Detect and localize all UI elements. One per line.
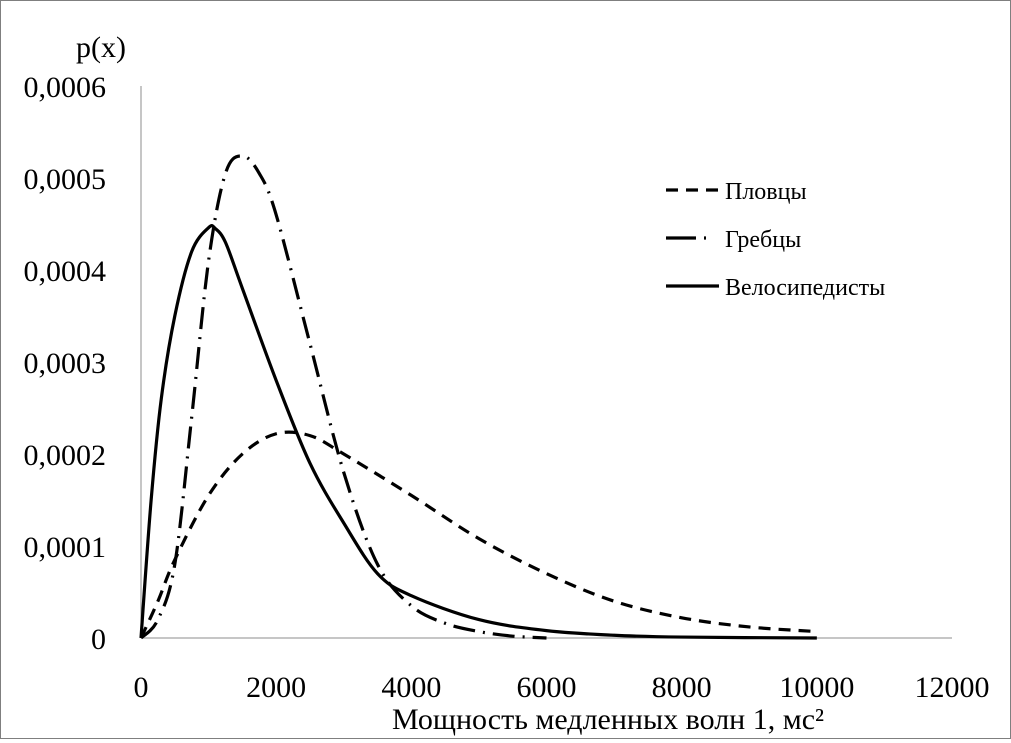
y-tick-label: 0,0005 [24,163,107,196]
y-tick-label: 0,0002 [24,439,107,472]
x-tick-label: 4000 [381,671,441,704]
x-tick-labels: 0 2000 4000 6000 8000 10000 12000 [134,671,990,704]
y-tick-label: 0 [91,623,106,656]
x-tick-label: 2000 [246,671,306,704]
x-tick-label: 0 [134,671,149,704]
y-tick-label: 0,0003 [24,347,107,380]
x-tick-label: 12000 [915,671,990,704]
series-solid-line [139,224,817,640]
legend: Пловцы Гребцы Велосипедисты [666,179,885,301]
x-tick-label: 10000 [779,671,854,704]
legend-label: Велосипедисты [725,275,885,301]
x-tick-label: 6000 [517,671,577,704]
y-tick-label: 0,0004 [24,255,107,288]
series-lines [139,154,817,640]
series-dashdot-line [139,154,547,640]
y-tick-label: 0,0006 [24,71,107,104]
y-tick-labels: 0 0,0001 0,0002 0,0003 0,0004 0,0005 0,0006 [24,71,107,656]
y-axis-label: p(x) [76,31,126,64]
x-axis-label: Мощность медленных волн 1, мс² [392,703,824,736]
axes [140,86,952,639]
legend-label: Гребцы [725,227,801,253]
legend-label: Пловцы [725,179,807,205]
y-tick-label: 0,0001 [24,531,107,564]
series-dashed-line [139,430,817,639]
x-tick-label: 8000 [652,671,712,704]
